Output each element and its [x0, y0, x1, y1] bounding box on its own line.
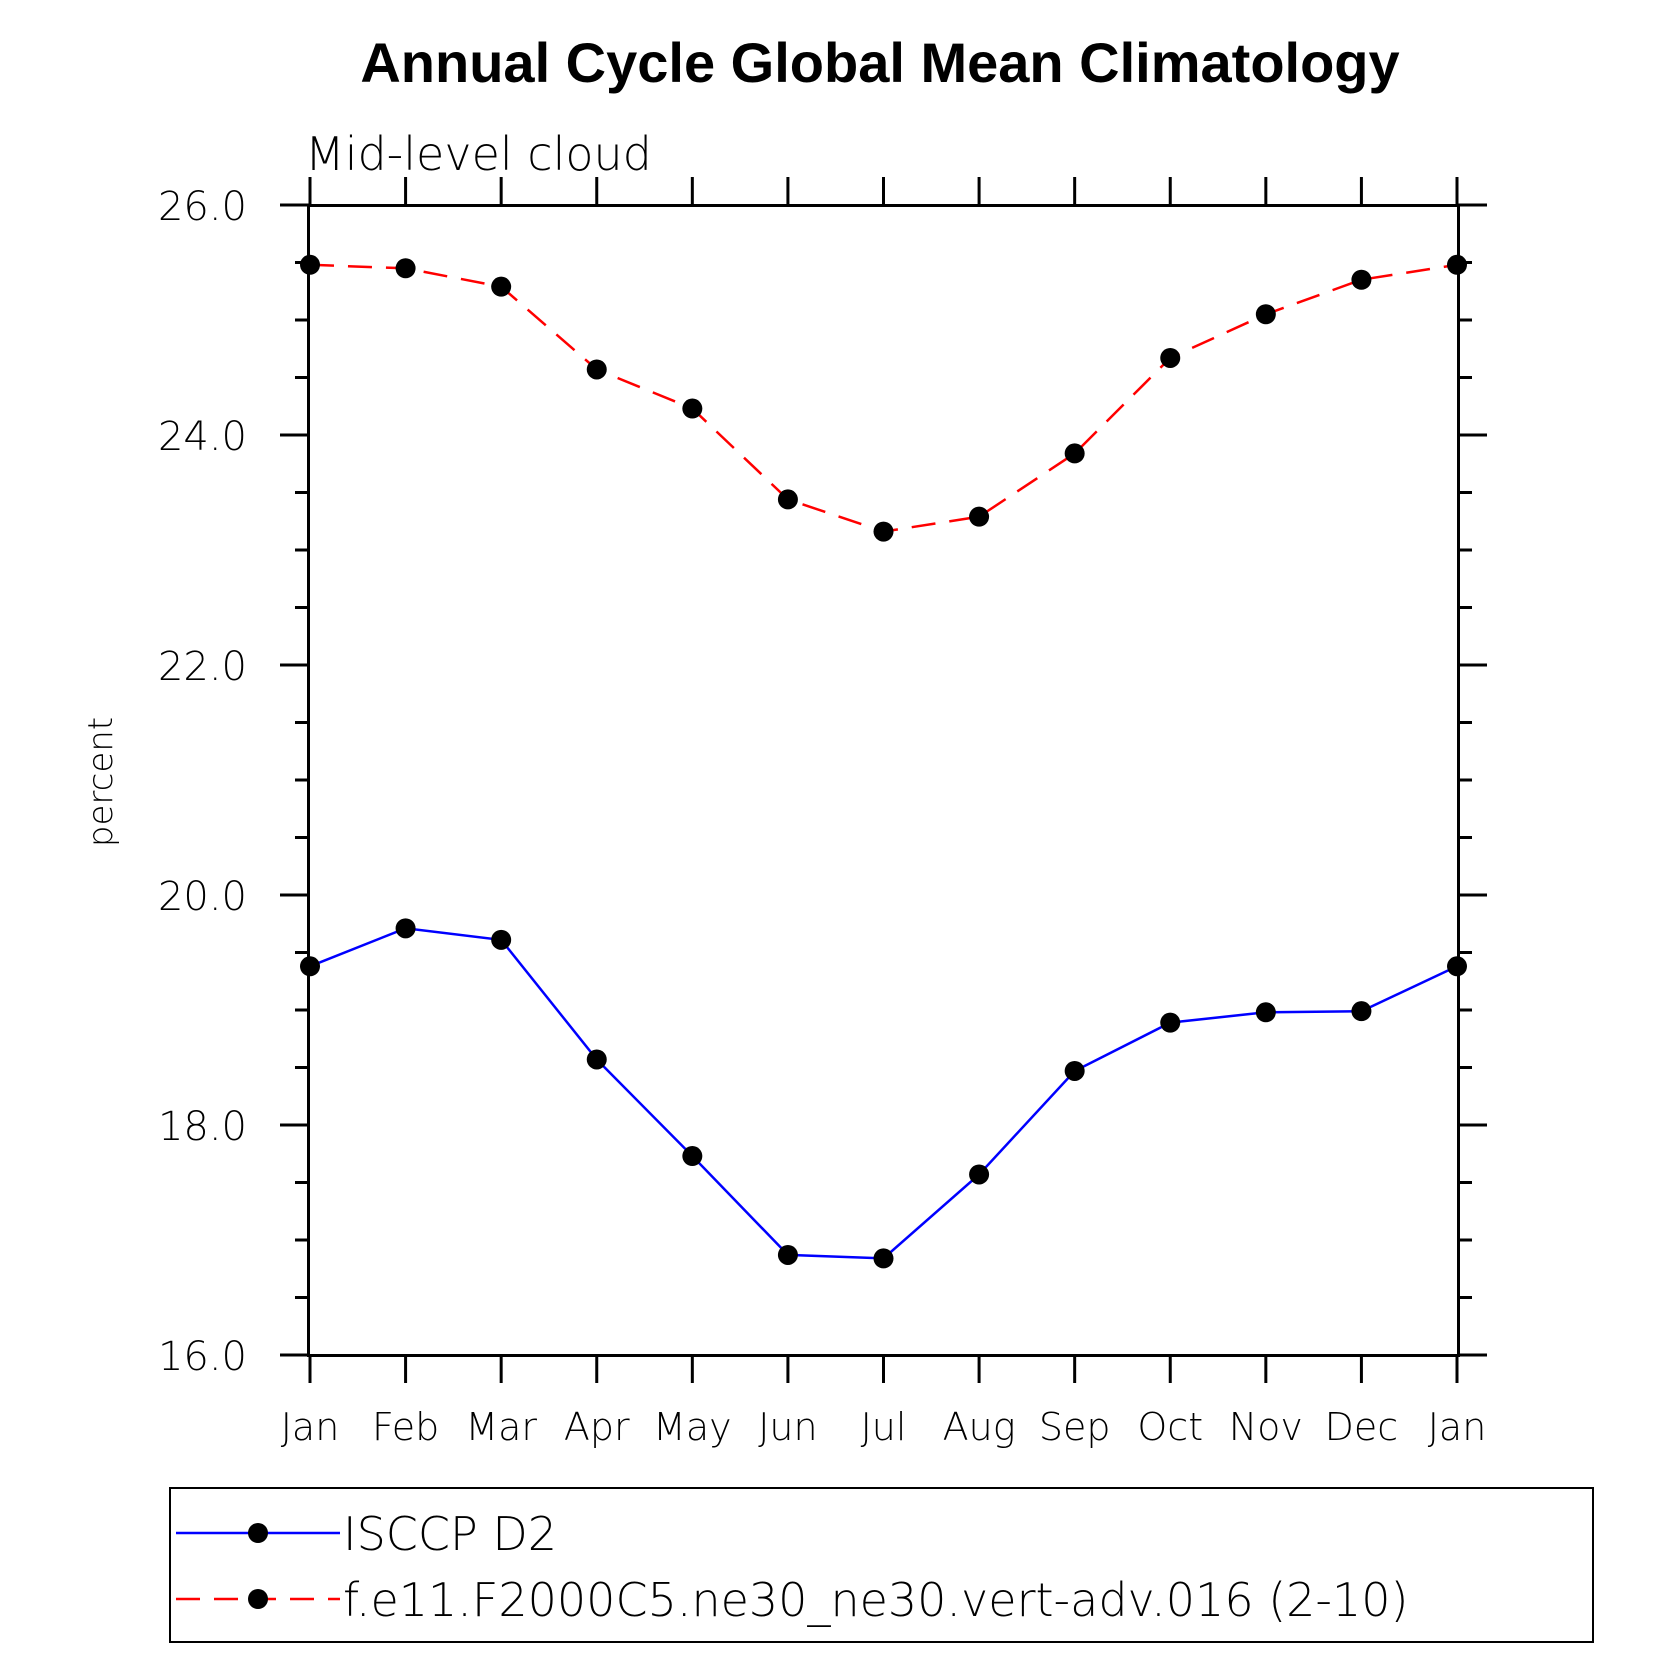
x-tick-label: Oct [1137, 1405, 1203, 1449]
x-tick-label: Mar [465, 1405, 537, 1449]
chart-title: Annual Cycle Global Mean Climatology [360, 31, 1399, 94]
chart-subtitle: Mid-level cloud [305, 127, 652, 181]
x-tick-label: Nov [1229, 1405, 1303, 1449]
series-point-0 [1064, 1060, 1085, 1081]
series-line-1 [309, 263, 1458, 533]
series-point-1 [1255, 304, 1276, 325]
series-point-0 [682, 1146, 703, 1167]
y-axis-label: percent [81, 717, 121, 847]
x-tick-label: Aug [943, 1405, 1016, 1449]
series-point-1 [586, 359, 607, 380]
x-tick-label: Feb [372, 1405, 439, 1449]
series-point-1 [969, 506, 990, 527]
x-tick-label: Jan [1428, 1405, 1487, 1449]
x-tick-label: Jul [861, 1405, 907, 1449]
legend-label-model: f.e11.F2000C5.ne30_ne30.vert-adv.016 (2-… [343, 1573, 1409, 1627]
legend-marker-model [248, 1589, 268, 1609]
series-point-0 [1351, 1001, 1372, 1022]
axis-ticks [280, 177, 1487, 1383]
x-tick-label: Jun [758, 1405, 817, 1449]
series-point-0 [777, 1244, 798, 1265]
series-point-0 [586, 1049, 607, 1070]
y-tick-label: 18.0 [158, 1104, 247, 1150]
series-point-1 [1160, 347, 1181, 368]
x-tick-label: Dec [1325, 1405, 1399, 1449]
series-point-0 [969, 1164, 990, 1185]
legend-box [169, 1487, 1594, 1643]
y-tick-label: 16.0 [158, 1334, 247, 1380]
legend-label-isccp: ISCCP D2 [343, 1507, 557, 1561]
series-point-0 [491, 929, 512, 950]
y-tick-label: 26.0 [158, 184, 247, 230]
y-tick-label: 24.0 [158, 414, 247, 460]
x-tick-label: Jan [281, 1405, 340, 1449]
series-point-0 [873, 1248, 894, 1269]
x-tick-label: Apr [564, 1405, 630, 1449]
series-point-0 [395, 918, 416, 939]
legend-marker-isccp [248, 1523, 268, 1543]
series-line-0 [309, 927, 1458, 1260]
series-layer [300, 254, 1467, 1269]
y-tick-label: 22.0 [158, 644, 247, 690]
series-point-0 [1160, 1012, 1181, 1033]
series-point-1 [1351, 269, 1372, 290]
x-tick-labels: Jan Feb Mar Apr May Jun Jul Aug Sep Oct Nov Dec Jan [281, 1405, 1487, 1449]
series-point-1 [395, 258, 416, 279]
legend: ISCCP D2 f.e11.F2000C5.ne30_ne30.vert-ad… [169, 1487, 1594, 1643]
series-point-1 [1064, 443, 1085, 464]
series-point-1 [491, 276, 512, 297]
y-tick-labels: 16.0 18.0 20.0 22.0 24.0 26.0 [158, 184, 247, 1380]
plot-frame [307, 204, 1460, 1357]
series-point-1 [873, 521, 894, 542]
series-point-0 [1255, 1002, 1276, 1023]
y-tick-label: 20.0 [158, 874, 247, 920]
x-tick-label: May [653, 1405, 732, 1449]
series-point-1 [777, 489, 798, 510]
series-point-1 [682, 398, 703, 419]
x-tick-label: Sep [1039, 1405, 1111, 1449]
